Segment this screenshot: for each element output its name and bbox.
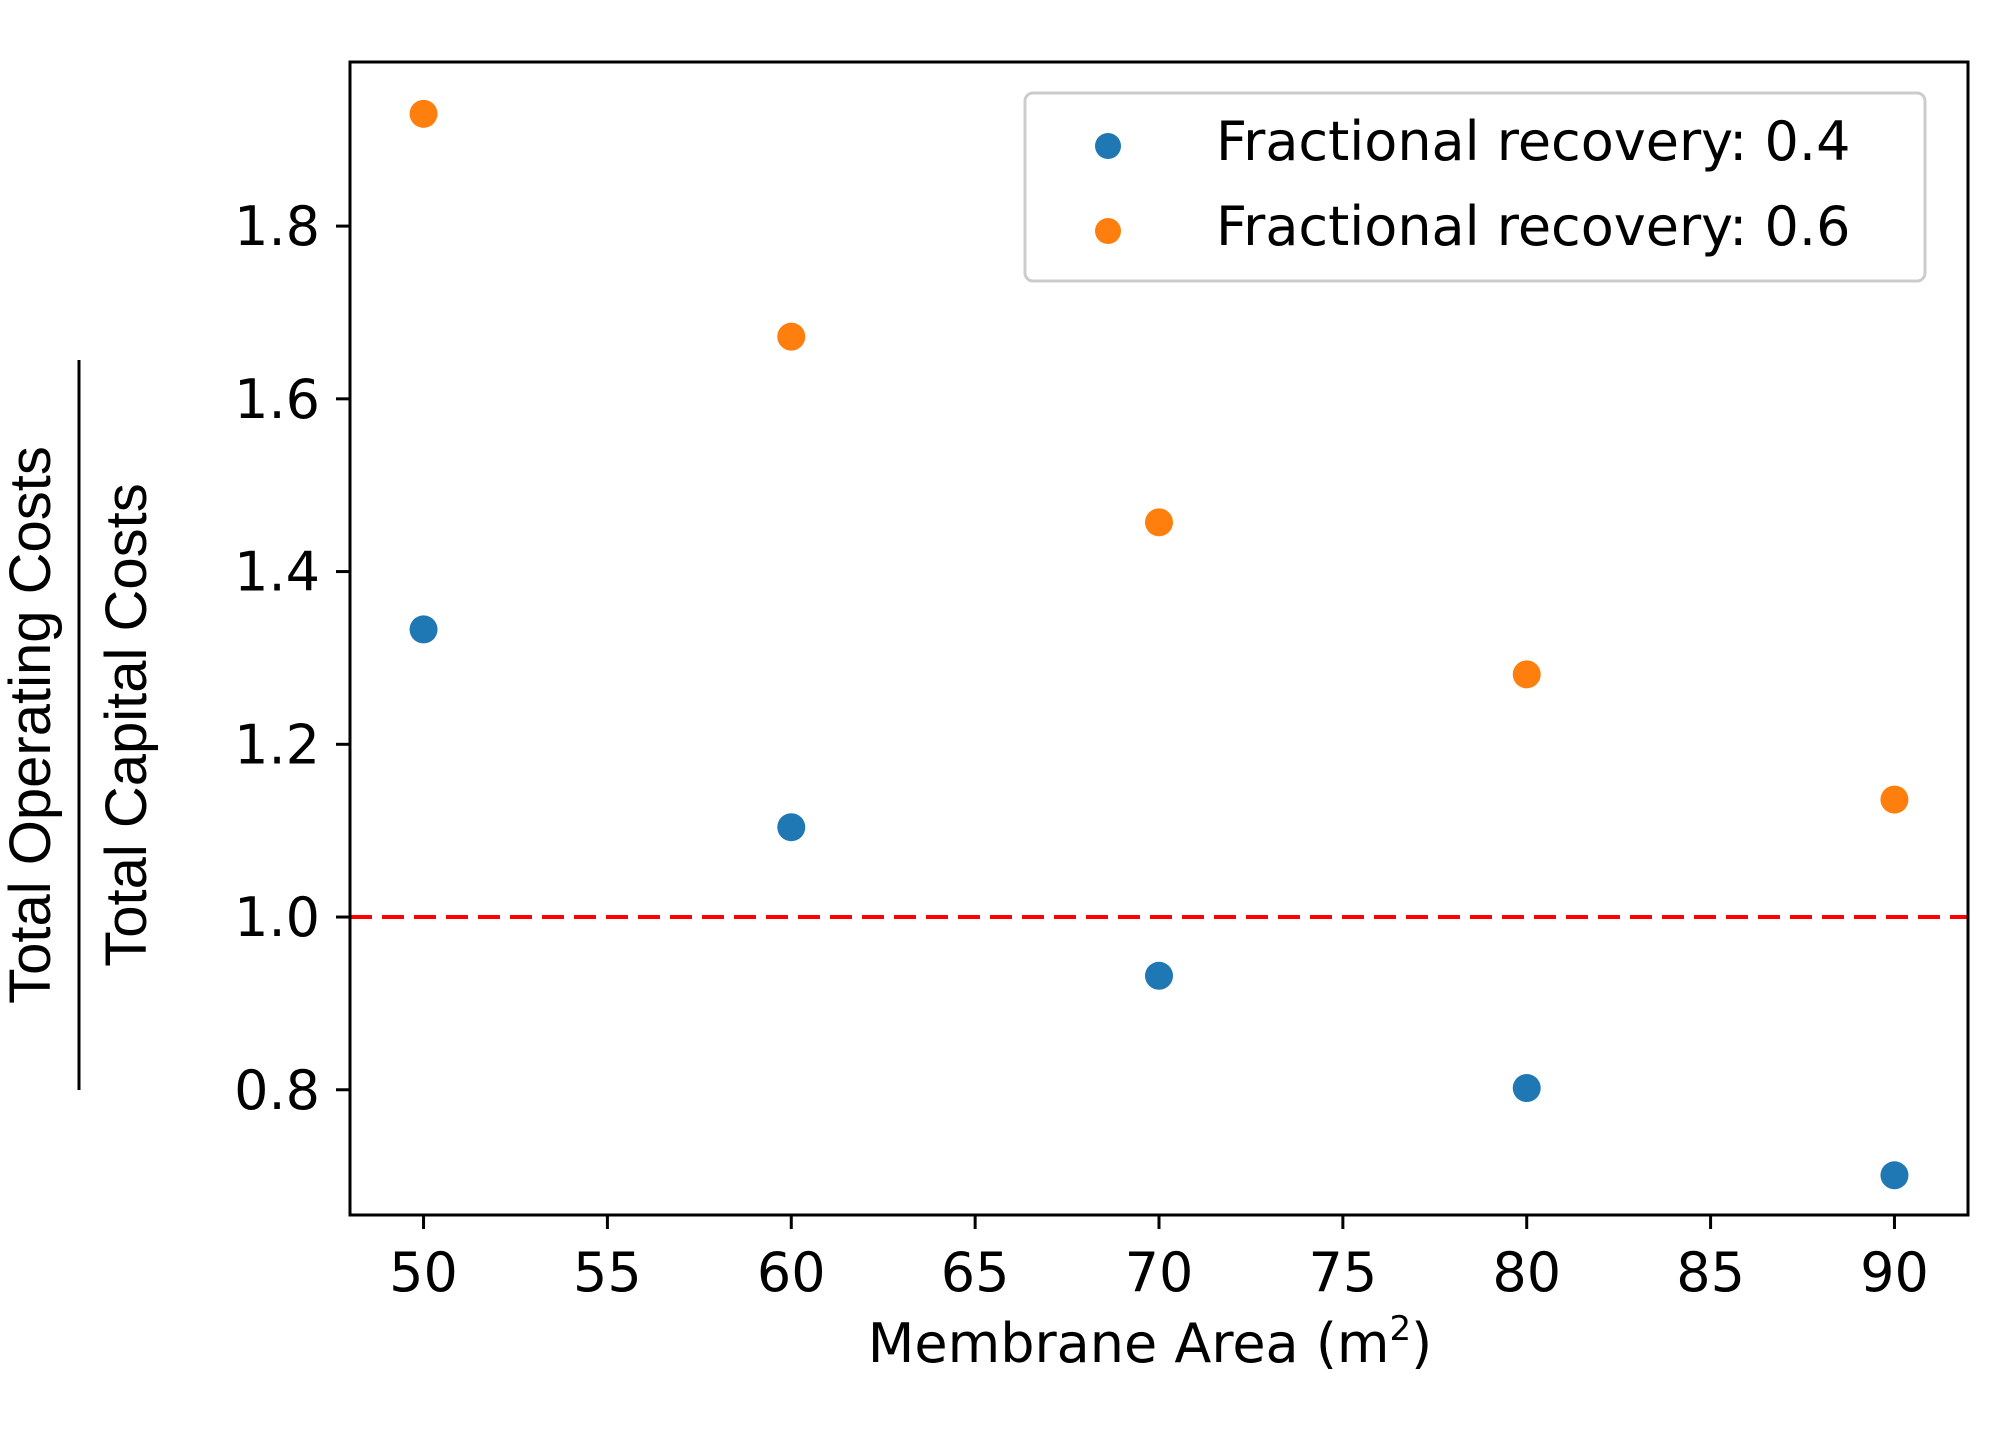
x-axis-ticks: 50 55 60 65 70 75 80 85 90 [389, 1215, 1929, 1304]
point-series0-1 [777, 813, 806, 842]
y-axis-title-denominator: Total Capital Costs [94, 483, 159, 967]
legend-marker-1 [1095, 218, 1121, 244]
legend-label-0: Fractional recovery: 0.4 [1216, 110, 1850, 173]
legend-marker-0 [1095, 133, 1121, 159]
y-tick-label-2: 1.2 [234, 713, 320, 776]
point-series1-1 [777, 322, 806, 351]
x-tick-label-5: 75 [1309, 1241, 1378, 1304]
x-axis-title: Membrane Area (m2) [868, 1309, 1432, 1375]
plot-area-frame [348, 60, 1970, 1217]
point-series1-4 [1880, 785, 1909, 814]
x-tick-label-3: 65 [941, 1241, 1010, 1304]
point-series0-2 [1145, 961, 1173, 990]
x-axis-title-superscript: 2 [1389, 1309, 1411, 1349]
y-tick-label-5: 1.8 [234, 195, 320, 258]
x-tick-label-6: 80 [1492, 1241, 1561, 1304]
x-tick-label-4: 70 [1125, 1241, 1194, 1304]
data-points [409, 99, 1909, 1190]
point-series1-2 [1145, 508, 1173, 537]
y-tick-label-4: 1.6 [234, 368, 320, 431]
point-series0-4 [1880, 1161, 1909, 1190]
point-series0-0 [409, 615, 438, 644]
x-tick-label-2: 60 [757, 1241, 826, 1304]
legend: Fractional recovery: 0.4 Fractional reco… [1023, 91, 1927, 283]
y-axis-title: Total Operating Costs Total Capital Cost… [0, 360, 159, 1090]
legend-label-1: Fractional recovery: 0.6 [1216, 195, 1850, 258]
y-tick-label-3: 1.4 [234, 541, 320, 604]
y-axis-title-numerator: Total Operating Costs [0, 446, 63, 1004]
legend-box [1023, 91, 1927, 283]
x-tick-label-7: 85 [1676, 1241, 1745, 1304]
point-series1-3 [1512, 660, 1541, 689]
x-tick-label-8: 90 [1860, 1241, 1929, 1304]
y-tick-label-1: 1.0 [234, 886, 320, 949]
x-tick-label-0: 50 [389, 1241, 458, 1304]
point-series0-3 [1512, 1074, 1541, 1103]
x-tick-label-1: 55 [573, 1241, 642, 1304]
y-tick-label-0: 0.8 [234, 1059, 320, 1122]
point-series1-0 [409, 99, 438, 128]
y-axis-ticks: 0.8 1.0 1.2 1.4 1.6 1.8 [234, 195, 350, 1122]
